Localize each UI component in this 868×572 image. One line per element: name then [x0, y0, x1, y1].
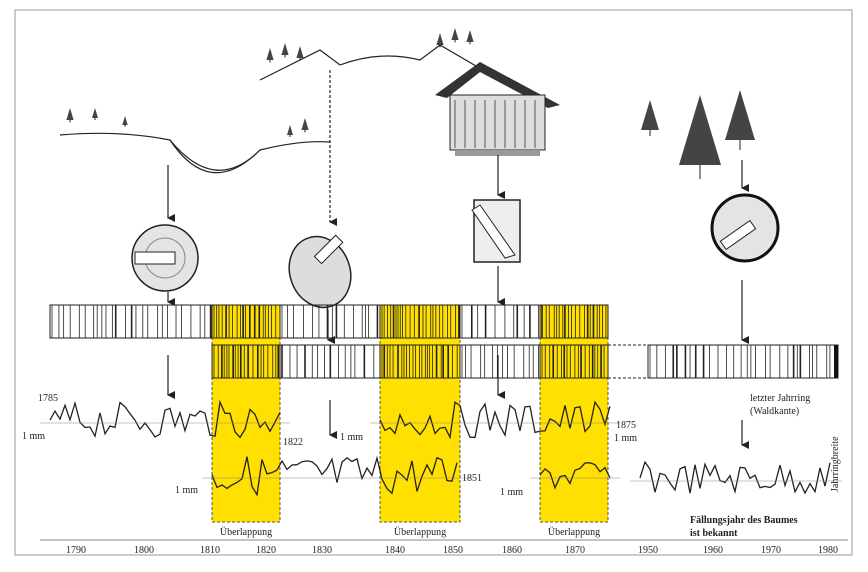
- ring-strip: [280, 305, 380, 338]
- axis-year: 1840: [385, 545, 405, 556]
- tree: [641, 100, 659, 130]
- ring-width-curve: [640, 462, 830, 493]
- axis-year: 1970: [761, 545, 781, 556]
- scale-label: 1 mm: [340, 432, 363, 443]
- hill: [60, 133, 330, 170]
- axis-year: 1800: [134, 545, 154, 556]
- felling-note: ist bekannt: [690, 528, 738, 539]
- tree: [266, 48, 273, 60]
- tree: [281, 43, 288, 55]
- tree: [92, 108, 98, 118]
- bark-edge: [834, 345, 838, 378]
- overlap-label: Überlappung: [394, 526, 446, 538]
- tree: [296, 46, 303, 58]
- last-ring: (Waldkante): [750, 406, 799, 417]
- core-sample: [135, 252, 175, 264]
- axis-year: 1960: [703, 545, 723, 556]
- axis-year: 1810: [200, 545, 220, 556]
- tree: [66, 108, 73, 120]
- axis-labels: 1790 1800 1810 1820 1830 1840 1850 1860 1870 1950…: [66, 545, 838, 556]
- axis-year: 1860: [502, 545, 522, 556]
- tree: [679, 95, 721, 165]
- scale-label: 1 mm: [22, 431, 45, 442]
- start-year: 1785: [38, 393, 58, 404]
- end-year: 1822: [283, 437, 303, 448]
- valley: [170, 140, 260, 173]
- tree: [122, 116, 127, 125]
- wood-disc: [279, 228, 360, 316]
- tree: [436, 33, 443, 45]
- hut: [435, 62, 560, 156]
- ring-strip: [460, 345, 540, 378]
- dendro-diagram: 1785 1 mm 1822 1 mm 1 mm 1851 1 mm 1875 …: [0, 0, 868, 567]
- ring-width-label: Jahrringbreite: [830, 436, 841, 492]
- axis-year: 1980: [818, 545, 838, 556]
- tree: [301, 118, 308, 130]
- scale-label: 1 mm: [175, 485, 198, 496]
- felling-note: Fällungsjahr des Baumes: [690, 515, 798, 526]
- axis-year: 1950: [638, 545, 658, 556]
- end-year: 1875: [616, 420, 636, 431]
- trees: [66, 28, 755, 179]
- tree: [466, 30, 473, 42]
- overlap-label: Überlappung: [548, 526, 600, 538]
- axis-year: 1850: [443, 545, 463, 556]
- scale-label: 1 mm: [500, 487, 523, 498]
- scale-label: 1 mm: [614, 433, 637, 444]
- axis-year: 1820: [256, 545, 276, 556]
- axis-year: 1830: [312, 545, 332, 556]
- tree: [287, 125, 293, 135]
- axis-year: 1870: [565, 545, 585, 556]
- axis-year: 1790: [66, 545, 86, 556]
- tree: [451, 28, 458, 40]
- end-year: 1851: [462, 473, 482, 484]
- overlap-label: Überlappung: [220, 526, 272, 538]
- last-ring: letzter Jahrring: [750, 393, 810, 404]
- tree: [725, 90, 755, 140]
